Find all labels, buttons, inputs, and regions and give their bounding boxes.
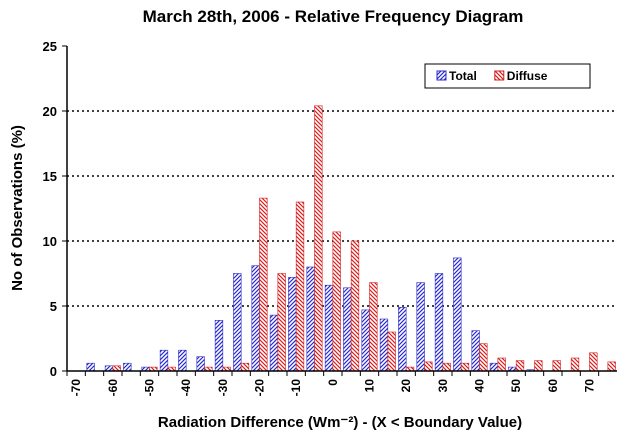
legend-label: Total	[449, 69, 477, 83]
bar	[398, 306, 407, 372]
bar	[86, 362, 95, 372]
bar	[515, 360, 525, 372]
legend-label: Diffuse	[507, 69, 548, 83]
bar	[343, 287, 352, 372]
bar	[424, 361, 433, 372]
bar	[233, 273, 242, 372]
bar	[112, 365, 121, 372]
bar	[589, 352, 598, 372]
x-tick-label: -40	[179, 379, 193, 397]
bar	[570, 357, 580, 372]
x-tick-label: -50	[143, 379, 157, 397]
x-tick-label: -60	[106, 379, 120, 397]
bar	[434, 273, 444, 372]
bar	[479, 343, 488, 372]
legend-box	[424, 63, 591, 89]
chart-title: March 28th, 2006 - Relative Frequency Di…	[143, 7, 524, 26]
y-tick-label: 20	[43, 104, 57, 119]
x-tick-label: 10	[363, 379, 377, 393]
bar	[552, 360, 561, 372]
bar	[295, 201, 305, 372]
x-tick-label: 70	[583, 379, 597, 393]
bar	[196, 356, 205, 372]
bar	[240, 362, 250, 372]
bar	[387, 331, 396, 372]
bar	[460, 362, 470, 372]
legend: Total Diffuse	[424, 63, 591, 89]
bar	[379, 318, 389, 372]
x-tick-label: 50	[509, 379, 523, 393]
bar	[442, 362, 451, 372]
bar	[277, 273, 286, 372]
x-tick-label: -30	[216, 379, 230, 397]
x-tick-label: -20	[253, 379, 267, 397]
y-tick-label: 5	[50, 299, 57, 314]
bar	[314, 105, 323, 372]
bar	[123, 362, 132, 372]
bar	[214, 319, 224, 372]
x-axis-label: Radiation Difference (Wm⁻²) - (X < Bound…	[158, 414, 522, 431]
bar	[178, 349, 187, 372]
y-tick-label: 15	[43, 169, 57, 184]
bar	[607, 361, 616, 372]
bar	[534, 360, 543, 372]
y-axis-label: No of Observations (%)	[9, 125, 26, 291]
bar	[497, 357, 506, 372]
bar	[369, 282, 378, 372]
bar	[159, 349, 169, 372]
bar	[416, 282, 425, 372]
bar	[453, 257, 462, 372]
bar	[324, 284, 334, 372]
x-tick-label: 20	[399, 379, 413, 393]
bar	[259, 197, 268, 372]
x-tick-label: 30	[436, 379, 450, 393]
x-tick-label: -10	[289, 379, 303, 397]
bar	[306, 266, 315, 372]
bar	[489, 362, 499, 372]
bar	[288, 277, 297, 372]
bar	[350, 240, 360, 372]
legend-swatch	[436, 70, 447, 81]
x-tick-label: -70	[69, 379, 83, 397]
bar	[104, 365, 114, 372]
legend-swatch	[494, 70, 505, 81]
bar	[269, 314, 279, 372]
x-tick-label: 40	[473, 379, 487, 393]
x-tick-label: 60	[546, 379, 560, 393]
bar	[361, 309, 370, 372]
y-tick-label: 25	[43, 39, 57, 54]
y-tick-label: 10	[43, 234, 57, 249]
x-tick-label: 0	[326, 379, 340, 386]
bar	[471, 330, 480, 372]
bar	[251, 265, 260, 372]
bar	[332, 231, 341, 372]
y-tick-label: 0	[50, 364, 57, 379]
